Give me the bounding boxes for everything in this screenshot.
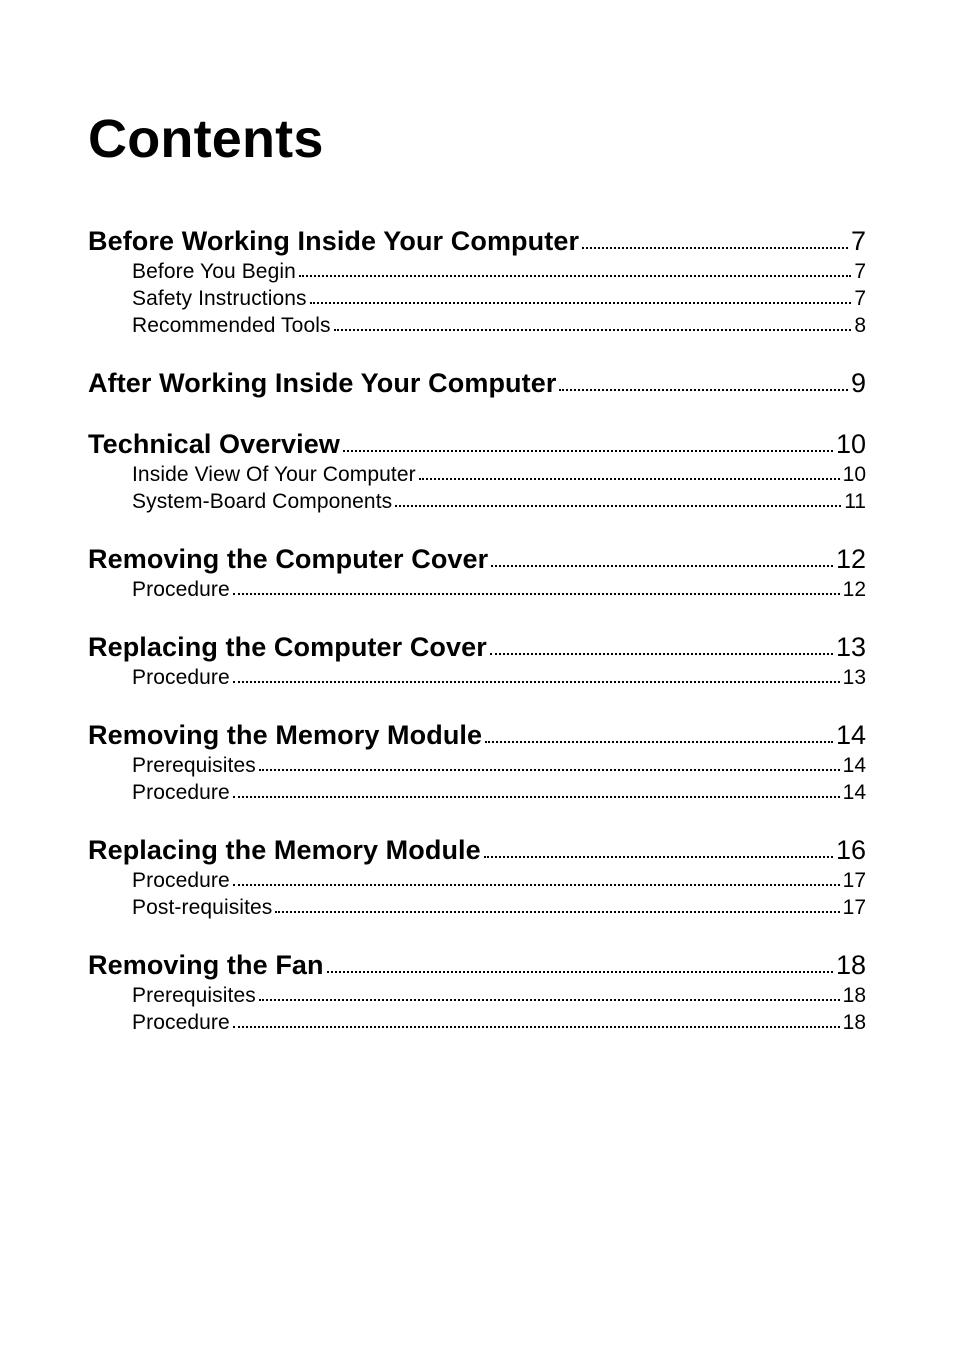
- toc-entry-page: 16: [836, 835, 866, 866]
- toc-leader-dots: [259, 990, 840, 1001]
- toc-entry-title: Removing the Fan: [88, 950, 324, 981]
- toc-entry-page: 10: [836, 429, 866, 460]
- toc-entry-page: 8: [854, 314, 866, 338]
- table-of-contents: Before Working Inside Your Computer7Befo…: [88, 226, 866, 1035]
- toc-entry-level-1[interactable]: Before You Begin 7: [88, 260, 866, 284]
- toc-entry-page: 14: [843, 754, 866, 778]
- toc-entry-page: 7: [854, 287, 866, 311]
- toc-entry-title: Safety Instructions: [132, 287, 307, 311]
- toc-leader-dots: [334, 320, 852, 331]
- toc-entry-title: Before Working Inside Your Computer: [88, 226, 579, 257]
- toc-section: Removing the Computer Cover 12Procedure …: [88, 544, 866, 602]
- toc-section: Removing the Memory Module 14Prerequisit…: [88, 720, 866, 805]
- toc-entry-page: 14: [836, 720, 866, 751]
- toc-entry-page: 14: [843, 781, 866, 805]
- page: Contents Before Working Inside Your Comp…: [0, 0, 954, 1366]
- toc-entry-page: 13: [843, 666, 866, 690]
- toc-entry-page: 10: [843, 463, 866, 487]
- toc-entry-page: 18: [836, 950, 866, 981]
- toc-entry-page: 13: [836, 632, 866, 663]
- toc-entry-title: System-Board Components: [132, 490, 392, 514]
- toc-entry-title: Before You Begin: [132, 260, 296, 284]
- toc-leader-dots: [275, 902, 839, 913]
- toc-entry-level-1[interactable]: Safety Instructions 7: [88, 287, 866, 311]
- toc-entry-page: 9: [851, 368, 866, 399]
- toc-entry-title: Inside View Of Your Computer: [132, 463, 416, 487]
- toc-entry-page: 12: [836, 544, 866, 575]
- toc-leader-dots: [233, 672, 840, 683]
- toc-leader-dots: [484, 847, 833, 858]
- toc-leader-dots: [233, 1017, 840, 1028]
- toc-entry-level-1[interactable]: Prerequisites 18: [88, 984, 866, 1008]
- toc-leader-dots: [233, 787, 840, 798]
- toc-section: Replacing the Memory Module 16 Procedure 1…: [88, 835, 866, 920]
- toc-leader-dots: [485, 732, 833, 743]
- toc-entry-title: Procedure: [132, 781, 230, 805]
- toc-section: After Working Inside Your Computer 9: [88, 368, 866, 399]
- toc-entry-title: After Working Inside Your Computer: [88, 368, 556, 399]
- toc-entry-level-0[interactable]: After Working Inside Your Computer 9: [88, 368, 866, 399]
- toc-leader-dots: [395, 496, 841, 507]
- toc-entry-level-1[interactable]: Procedure 12: [88, 578, 866, 602]
- toc-entry-level-1[interactable]: Inside View Of Your Computer 10: [88, 463, 866, 487]
- toc-entry-title: Recommended Tools: [132, 314, 331, 338]
- toc-entry-level-1[interactable]: Procedure 17: [88, 869, 866, 893]
- toc-entry-page: 18: [843, 1011, 866, 1035]
- toc-entry-page: 12: [843, 578, 866, 602]
- page-title: Contents: [88, 108, 866, 170]
- toc-entry-title: Procedure: [132, 666, 230, 690]
- toc-entry-level-0[interactable]: Removing the Fan 18: [88, 950, 866, 981]
- toc-section: Removing the Fan 18Prerequisites 18Proce…: [88, 950, 866, 1035]
- toc-section: Before Working Inside Your Computer7Befo…: [88, 226, 866, 338]
- toc-leader-dots: [343, 441, 833, 452]
- toc-entry-title: Procedure: [132, 1011, 230, 1035]
- toc-leader-dots: [559, 380, 848, 391]
- toc-entry-title: Replacing the Memory Module: [88, 835, 481, 866]
- toc-entry-page: 17: [843, 869, 866, 893]
- toc-entry-title: Procedure: [132, 869, 230, 893]
- toc-entry-page: 18: [843, 984, 866, 1008]
- toc-entry-level-0[interactable]: Technical Overview 10: [88, 429, 866, 460]
- toc-entry-level-0[interactable]: Replacing the Computer Cover 13: [88, 632, 866, 663]
- toc-entry-level-1[interactable]: Recommended Tools 8: [88, 314, 866, 338]
- toc-entry-level-0[interactable]: Replacing the Memory Module 16: [88, 835, 866, 866]
- toc-entry-page: 17: [843, 896, 866, 920]
- toc-leader-dots: [419, 469, 840, 480]
- toc-entry-level-1[interactable]: Prerequisites 14: [88, 754, 866, 778]
- toc-entry-level-1[interactable]: System-Board Components 11: [88, 490, 866, 514]
- toc-leader-dots: [233, 584, 840, 595]
- toc-leader-dots: [310, 293, 852, 304]
- toc-section: Replacing the Computer Cover 13Procedure…: [88, 632, 866, 690]
- toc-entry-title: Removing the Memory Module: [88, 720, 482, 751]
- toc-section: Technical Overview10Inside View Of Your …: [88, 429, 866, 514]
- toc-entry-title: Prerequisites: [132, 754, 256, 778]
- toc-entry-page: 11: [844, 490, 866, 514]
- toc-entry-level-0[interactable]: Before Working Inside Your Computer 7: [88, 226, 866, 257]
- toc-leader-dots: [233, 875, 840, 886]
- toc-leader-dots: [327, 962, 833, 973]
- toc-entry-level-0[interactable]: Removing the Memory Module 14: [88, 720, 866, 751]
- toc-entry-level-1[interactable]: Procedure 18: [88, 1011, 866, 1035]
- toc-entry-title: Technical Overview: [88, 429, 340, 460]
- toc-entry-title: Procedure: [132, 578, 230, 602]
- toc-entry-title: Removing the Computer Cover: [88, 544, 488, 575]
- toc-entry-level-1[interactable]: Procedure 14: [88, 781, 866, 805]
- toc-entry-level-1[interactable]: Post-requisites 17: [88, 896, 866, 920]
- toc-leader-dots: [491, 556, 833, 567]
- toc-entry-title: Prerequisites: [132, 984, 256, 1008]
- toc-entry-title: Post-requisites: [132, 896, 272, 920]
- toc-entry-level-0[interactable]: Removing the Computer Cover 12: [88, 544, 866, 575]
- toc-entry-title: Replacing the Computer Cover: [88, 632, 487, 663]
- toc-leader-dots: [299, 266, 851, 277]
- toc-leader-dots: [490, 644, 833, 655]
- toc-entry-page: 7: [854, 260, 866, 284]
- toc-entry-page: 7: [851, 226, 866, 257]
- toc-leader-dots: [259, 760, 840, 771]
- toc-leader-dots: [582, 238, 848, 249]
- toc-entry-level-1[interactable]: Procedure 13: [88, 666, 866, 690]
